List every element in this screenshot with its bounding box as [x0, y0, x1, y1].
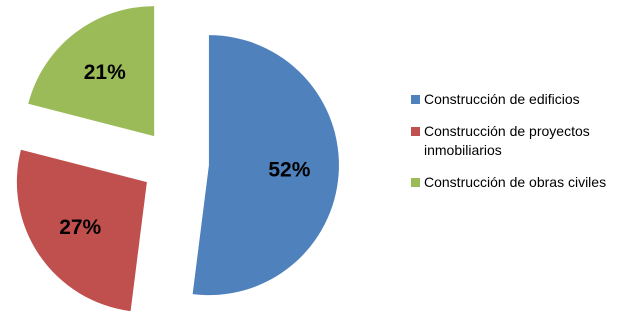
legend-swatch [411, 127, 420, 136]
pie-chart: 52% 27% 21% [16, 6, 339, 312]
pie-slice-obras-civiles [28, 6, 155, 137]
pie-value-labels: 52% 27% 21% [59, 61, 311, 239]
legend-item-proyectos-inmobiliarios: Construcción de proyectos inmobiliarios [410, 122, 625, 160]
legend-label: Construcción de obras civiles [424, 174, 607, 190]
legend-item-obras-civiles: Construcción de obras civiles [410, 173, 625, 192]
pie-slice-edificios [192, 35, 339, 296]
pie-slices [16, 6, 339, 312]
chart-legend: Construcción de edificios Construcción d… [410, 90, 625, 192]
legend-label: Construcción de edificios [424, 91, 580, 107]
legend-swatch [411, 178, 420, 187]
legend-item-edificios: Construcción de edificios [410, 90, 625, 109]
pie-slice-proyectos-inmobiliarios [16, 149, 147, 312]
pie-value-label: 52% [268, 159, 310, 182]
legend-swatch [411, 95, 420, 104]
pie-value-label: 27% [59, 216, 101, 239]
legend-label: Construcción de proyectos inmobiliarios [424, 123, 590, 158]
pie-value-label: 21% [84, 61, 126, 84]
